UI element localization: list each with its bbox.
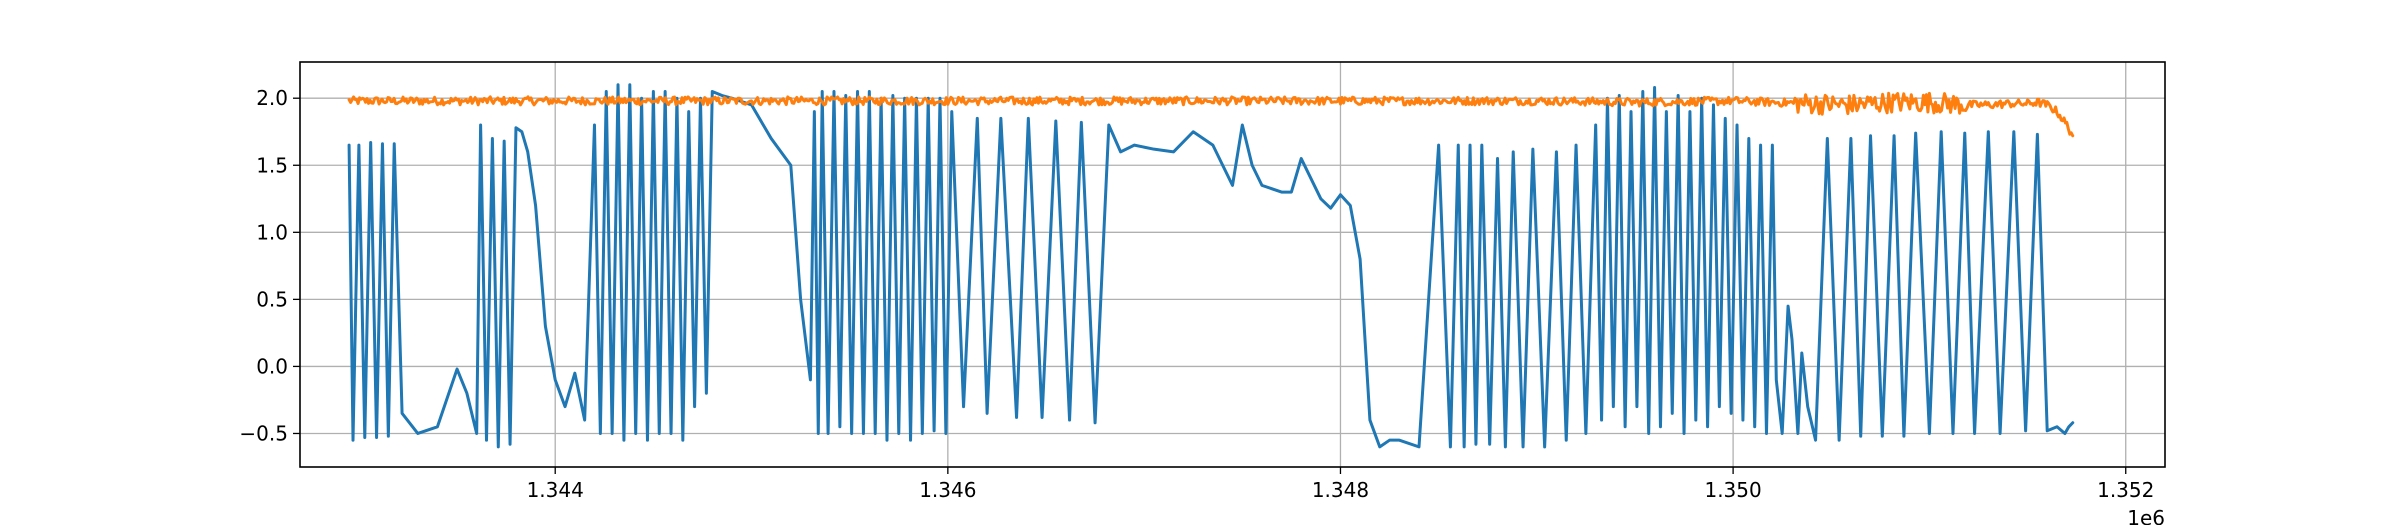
axes-frame [299, 61, 2166, 468]
x-tick-label: 1.350 [1704, 478, 1761, 502]
x-axis-offset-label: 1e6 [2127, 506, 2165, 525]
series-layer [347, 83, 2075, 449]
y-tick-label: 0.5 [256, 287, 288, 311]
y-tick-label: 1.0 [256, 220, 288, 244]
x-tick-label: 1.346 [919, 478, 976, 502]
series-line-1 [347, 83, 2075, 449]
x-tick-label: 1.348 [1312, 478, 1369, 502]
series-line-2 [347, 91, 2075, 138]
y-tick-label: 0.0 [256, 354, 288, 378]
y-tick-label: 1.5 [256, 153, 288, 177]
y-axis: 2.0 1.5 1.0 0.5 0.0 −0.5 [239, 86, 300, 445]
y-tick-label: 2.0 [256, 86, 288, 110]
x-tick-label: 1.344 [527, 478, 584, 502]
y-tick-label: −0.5 [239, 421, 288, 445]
x-axis: 1.344 1.346 1.348 1.350 1.352 [527, 467, 2154, 502]
x-tick-label: 1.352 [2097, 478, 2154, 502]
